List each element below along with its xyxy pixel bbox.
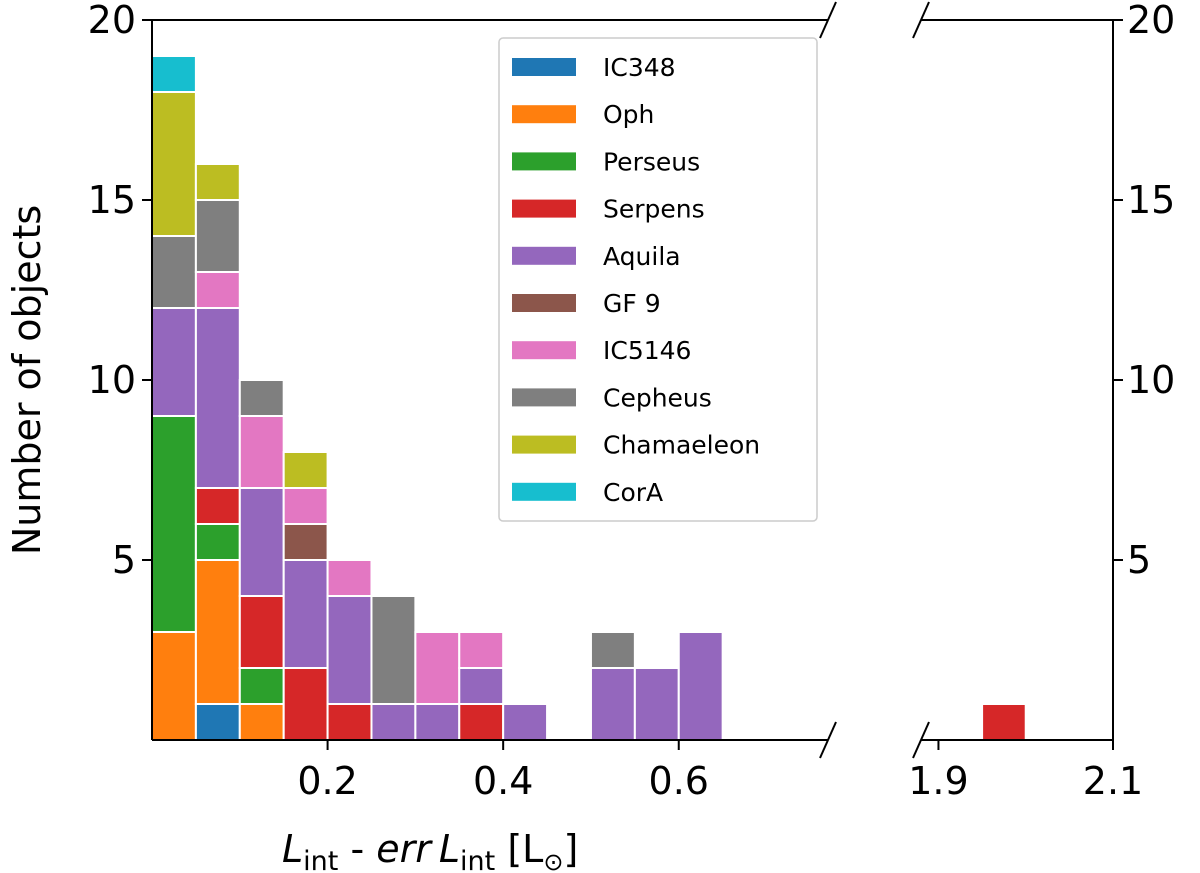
bar-segment-ic5146 [326,559,373,597]
bar-segment-aquila [194,307,241,489]
x-tick-label-left: 0.2 [297,759,357,803]
x-label-unit-open: [L [495,827,543,871]
y-tick-label-right: 15 [1127,178,1175,222]
legend-label-cora: CorA [603,478,663,507]
bar-segment-oph [194,559,241,705]
x-label-unit-close: ] [563,827,578,871]
y-tick-label-right: 10 [1127,358,1175,402]
x-tick-label-right: 1.9 [908,759,968,803]
bar-segment-serpens [282,667,329,741]
legend-swatch-ic5146 [512,341,576,360]
x-label-var: L [282,827,303,871]
ticks-group: 5 5 10 10 15 15 20 20 0.2 0.4 0.6 1.9 2.1 [88,0,1176,803]
bar-segment-oph [238,703,285,741]
legend: IC348 Oph Perseus Serpens Aquila GF 9 IC5146 Ce… [498,37,818,522]
bar-segment-aquila [502,703,549,741]
bar-segment-cepheus [194,199,241,273]
x-label-mid: - [338,827,376,871]
legend-swatch-perseus [512,152,576,171]
bar-segment-cepheus [151,235,197,309]
x-axis-label: Lint - err Lint [L⊙] [282,827,578,873]
legend-swatch-aquila [512,246,576,265]
legend-label-oph: Oph [603,100,654,129]
legend-swatch-ic348 [512,58,576,76]
legend-swatch-cepheus [512,388,576,407]
legend-label-serpens: Serpens [603,195,705,224]
bar-segment-aquila [238,487,285,597]
legend-label-chamaeleon: Chamaeleon [603,431,760,460]
legend-items: IC348 Oph Perseus Serpens Aquila GF 9 IC5146 Ce… [512,53,760,507]
bar-segment-cora [151,55,197,93]
bar-segment-serpens [194,487,241,525]
legend-label-ic348: IC348 [603,53,676,82]
legend-label-gf-9: GF 9 [603,289,661,318]
bar-segment-ic5146 [414,631,461,705]
legend-label-aquila: Aquila [603,242,681,271]
bars-group [151,55,1027,741]
axis-break-mark [912,721,930,759]
legend-frame [498,37,818,522]
bar-segment-aquila [370,703,417,741]
bar-segment-cepheus [589,631,636,669]
bar-segment-serpens [458,703,505,741]
legend-swatch-gf-9 [512,294,576,312]
legend-swatch-cora [512,482,576,501]
bar-segment-ic5146 [194,271,241,309]
bar-segment-perseus [151,415,197,633]
axis-break-mark [819,1,837,39]
legend-label-cepheus: Cepheus [603,383,712,412]
bar-segment-ic348 [194,703,241,741]
axis-break-mark [819,721,837,759]
bar-segment-aquila [414,703,461,741]
legend-label-perseus: Perseus [603,147,700,176]
bar-segment-aquila [633,667,680,741]
x-label-sun-symbol: ⊙ [543,848,563,873]
bar-segment-serpens [238,595,285,669]
legend-swatch-oph [512,105,576,124]
y-tick-label-right: 20 [1127,0,1175,42]
bar-segment-cepheus [370,595,417,705]
x-label-var-2: L [439,827,460,871]
bar-segment-aquila [282,559,329,669]
legend-swatch-serpens [512,199,576,218]
bar-segment-aquila [677,631,724,741]
bar-segment-serpens [981,703,1027,741]
x-tick-label-left: 0.6 [649,759,709,803]
x-label-sub: int [303,846,338,873]
bar-segment-chamaeleon [194,163,241,201]
axis-break-mark [912,1,930,39]
y-tick-label-left: 20 [88,0,136,42]
bar-segment-serpens [326,703,373,741]
bar-segment-oph [151,631,197,741]
bar-segment-chamaeleon [282,451,329,489]
y-tick-label-left: 10 [88,358,136,402]
bar-segment-aquila [326,595,373,705]
bar-segment-chamaeleon [151,91,197,237]
bar-segment-aquila [458,667,505,705]
bar-segment-ic5146 [282,487,329,525]
bar-segment-aquila [589,667,636,741]
y-tick-label-left: 15 [88,178,136,222]
x-tick-label-right: 2.1 [1083,759,1143,803]
bar-segment-ic5146 [238,415,285,489]
x-tick-label-left: 0.4 [473,759,533,803]
bar-segment-perseus [238,667,285,705]
x-label-err: err [376,827,433,871]
legend-label-ic5146: IC5146 [603,336,691,365]
y-axis-label: Number of objects [5,205,49,555]
bar-segment-ic5146 [458,631,505,669]
bar-segment-aquila [151,307,197,417]
bar-segment-perseus [194,523,241,561]
bar-segment-gf-9 [282,523,329,561]
y-tick-label-right: 5 [1127,538,1151,582]
x-label-sub-2: int [460,846,495,873]
legend-swatch-chamaeleon [512,435,576,454]
bar-segment-cepheus [238,379,285,417]
y-tick-label-left: 5 [112,538,136,582]
